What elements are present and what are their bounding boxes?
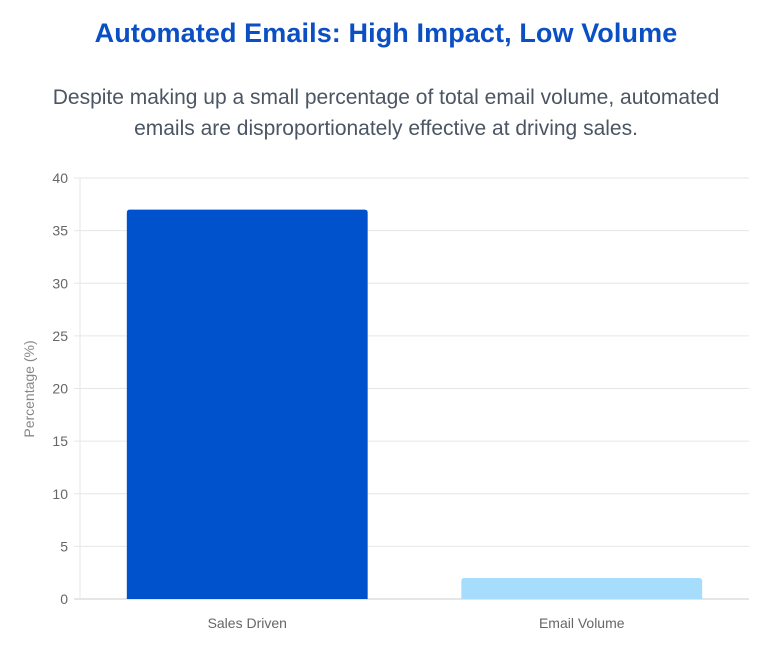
- y-tick-label: 20: [52, 381, 68, 397]
- bar-sales-driven: [126, 209, 368, 599]
- x-tick-label: Email Volume: [539, 615, 625, 631]
- x-tick-labels: Sales Driven Email Volume: [208, 615, 625, 631]
- y-tick-label: 0: [60, 591, 68, 607]
- bars: [126, 209, 703, 599]
- chart-title: Automated Emails: High Impact, Low Volum…: [94, 18, 678, 48]
- y-tick-label: 40: [52, 170, 68, 186]
- y-tick-label: 25: [52, 328, 68, 344]
- y-tick-label: 35: [52, 223, 68, 239]
- y-tick-label: 5: [60, 538, 68, 554]
- y-tick-labels: 0 5 10 15 20 25 30 35 40: [52, 170, 68, 607]
- y-axis-title: Percentage (%): [21, 340, 37, 437]
- y-tick-label: 30: [52, 275, 68, 291]
- x-tick-label: Sales Driven: [208, 615, 287, 631]
- subtitle-line-1: Despite making up a small percentage of …: [52, 86, 720, 109]
- chart-subtitle: Despite making up a small percentage of …: [0, 82, 772, 144]
- bar-email-volume: [461, 577, 703, 599]
- y-tick-label: 15: [52, 433, 68, 449]
- subtitle-line-2: emails are disproportionately effective …: [134, 117, 638, 140]
- y-tick-label: 10: [52, 486, 68, 502]
